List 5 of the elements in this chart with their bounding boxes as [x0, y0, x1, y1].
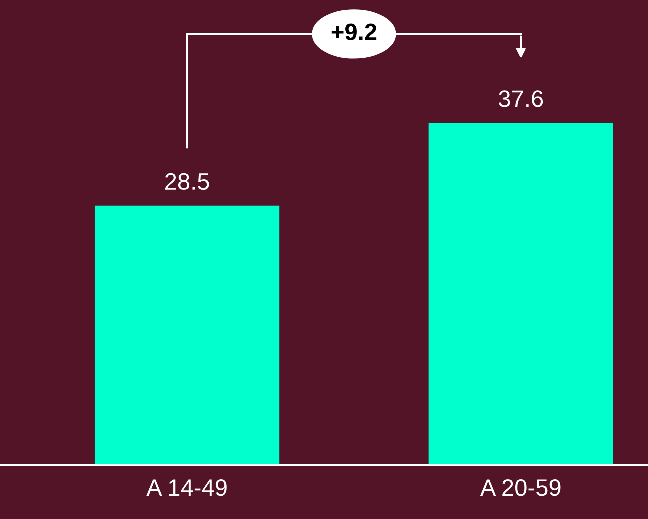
data-label: 28.5 [166, 173, 210, 190]
data-label: 37.6 [499, 90, 544, 108]
text: +9.2 [332, 24, 377, 41]
x-tick-label: A 20-59 [480, 480, 561, 496]
x-tick-label: A 14-49 [146, 480, 227, 496]
